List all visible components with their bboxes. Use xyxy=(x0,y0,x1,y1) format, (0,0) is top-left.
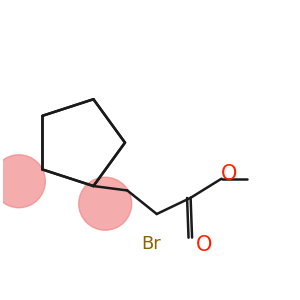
Text: Br: Br xyxy=(141,235,161,253)
Circle shape xyxy=(79,177,132,230)
Text: O: O xyxy=(221,164,237,184)
Text: O: O xyxy=(196,235,212,255)
Circle shape xyxy=(0,155,45,208)
